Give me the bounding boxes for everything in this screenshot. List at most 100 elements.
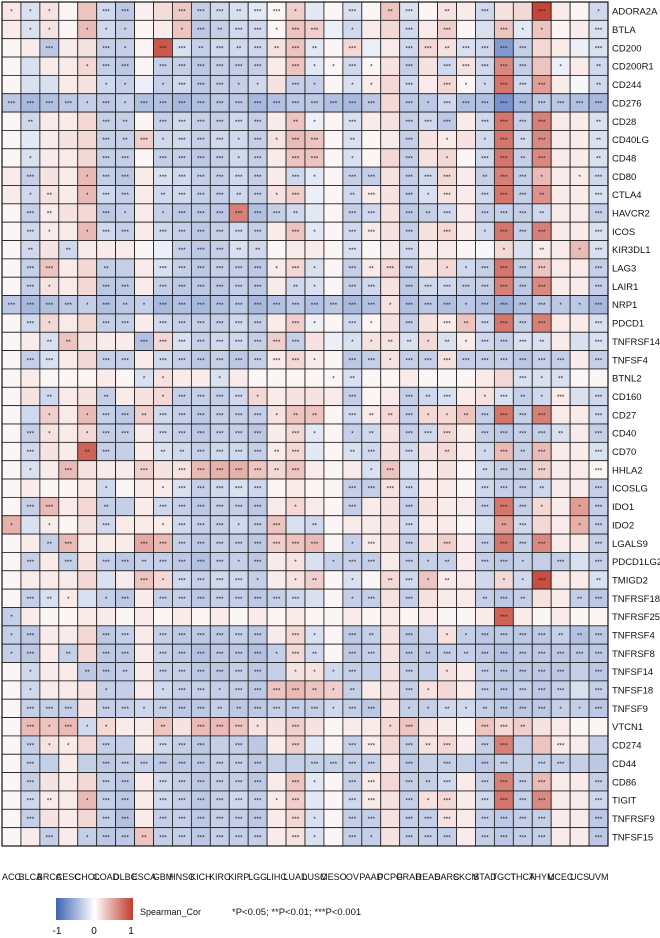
significance-mark-TNFSF14-LUSC: *: [313, 669, 316, 676]
heatmap-cell-HHLA2-ACC: [1, 460, 22, 480]
heatmap-cell-LAIR1-MESO: [323, 276, 344, 296]
significance-mark-CD274-OV: ***: [349, 743, 357, 750]
significance-mark-CD27-READ: *: [427, 412, 430, 419]
significance-mark-CD244-UVM: **: [596, 82, 602, 89]
row-label-TNFRSF14: TNFRSF14: [612, 337, 660, 348]
significance-mark-CD40LG-THYM: ***: [538, 137, 546, 144]
heatmap-cell-LAIR1-ESCA: [134, 276, 154, 296]
heatmap-cell-LAIR1-CHOL: [77, 276, 98, 296]
heatmap-cell-BTLA-ESCA: [134, 19, 154, 40]
significance-mark-TNFRSF9-PRAD: ***: [405, 816, 413, 823]
significance-mark-CD244-PAAD: *: [370, 82, 373, 89]
significance-mark-BTLA-LGG: ***: [254, 27, 262, 34]
significance-mark-ADORA2A-BRCA: *: [48, 9, 51, 16]
heatmap-cell-ICOSLG-READ: [418, 478, 438, 498]
significance-mark-CD200R1-PAAD: *: [370, 64, 373, 71]
significance-mark-TNFSF9-UCEC: *: [559, 706, 562, 713]
significance-mark-CD40-KIRP: ***: [235, 431, 243, 438]
significance-mark-HAVCR2-TGCT: ***: [500, 211, 508, 218]
significance-mark-CD27-STAD: ***: [481, 412, 489, 419]
heatmap-cell-CD70-UCEC: [550, 441, 571, 462]
significance-mark-CD200R1-KICH: ***: [197, 64, 205, 71]
significance-mark-LAG3-HNSC: ***: [178, 266, 186, 273]
heatmap-cell-CTLA4-CESC: [58, 185, 79, 205]
heatmap-cell-BTNL2-UVM: [588, 368, 609, 388]
significance-mark-NRP1-PCPG: *: [389, 302, 392, 309]
heatmap-cell-TNFRSF9-UCEC: [550, 808, 571, 829]
significance-mark-CD40LG-KICH: ***: [197, 137, 205, 144]
significance-mark-TMIGD2-PCPG: **: [388, 577, 394, 584]
significance-mark-BTLA-KIRP: ***: [235, 27, 243, 34]
significance-mark-IDO2-GBM: *: [162, 522, 165, 529]
significance-mark-IDO2-ACC: *: [10, 522, 13, 529]
heatmap-cell-TNFSF14-LIHC: [266, 662, 287, 682]
significance-mark-CD27-OV: ***: [349, 412, 357, 419]
significance-mark-IDO2-UCS: *: [578, 522, 581, 529]
significance-mark-LGALS9-BRCA: **: [47, 541, 53, 548]
significance-mark-PDCD1-SKCM: **: [463, 321, 469, 328]
column-label-OV: OV: [346, 872, 359, 882]
heatmap-cell-CD27-UCEC: [550, 405, 571, 425]
heatmap-cell-ICOS-SKCM: [456, 221, 476, 241]
significance-mark-TNFSF4-LIHC: ***: [273, 357, 281, 364]
significance-mark-NRP1-GBM: ***: [159, 302, 167, 309]
heatmap-cell-TNFRSF4-LIHC: [266, 625, 287, 645]
significance-mark-ICOS-CHOL: *: [86, 229, 89, 236]
significance-mark-CD40LG-DLBC: **: [123, 137, 129, 144]
legend-tick-mid: 0: [91, 926, 97, 937]
significance-mark-CTLA4-TGCT: ***: [500, 192, 508, 199]
heatmap-cell-LAG3-ESCA: [134, 258, 154, 278]
heatmap-cell-CD244-LIHC: [266, 74, 287, 95]
significance-mark-LAG3-SARC: *: [446, 266, 449, 273]
significance-mark-TNFSF4-BRCA: ***: [46, 357, 54, 364]
heatmap-cell-TNFRSF25-ESCA: [134, 607, 154, 627]
significance-mark-LAIR1-DLBC: ***: [121, 284, 129, 291]
significance-mark-TMIGD2-ESCA: ***: [140, 577, 148, 584]
significance-mark-CD27-KIRC: ***: [216, 412, 224, 419]
significance-mark-HHLA2-PCPG: ***: [386, 467, 394, 474]
significance-mark-TNFSF9-THYM: ***: [538, 706, 546, 713]
significance-mark-CD200-STAD: ***: [481, 45, 489, 52]
significance-mark-TNFSF15-STAD: ***: [481, 834, 489, 841]
significance-mark-NRP1-HNSC: ***: [178, 302, 186, 309]
significance-mark-TNFSF9-KIRP: **: [236, 706, 242, 713]
heatmap-cell-TNFSF18-DLBC: [115, 680, 135, 700]
heatmap-cell-CD48-UCEC: [550, 148, 571, 168]
significance-mark-CD276-OV: ***: [349, 100, 357, 107]
significance-mark-LGALS9-UVM: ***: [595, 541, 603, 548]
significance-mark-NRP1-OV: ***: [349, 302, 357, 309]
column-label-KIRP: KIRP: [228, 872, 249, 882]
heatmap-cell-TNFRSF25-LIHC: [266, 607, 287, 627]
heatmap-cell-CD70-ACC: [1, 441, 22, 462]
significance-mark-TNFRSF8-TGCT: ***: [500, 651, 508, 658]
significance-mark-CD200-DLBC: *: [124, 45, 127, 52]
significance-mark-TNFRSF14-HNSC: ***: [178, 339, 186, 346]
significance-mark-TNFRSF14-PAAD: *: [370, 339, 373, 346]
heatmap-cell-LAG3-READ: [418, 258, 438, 278]
heatmap-cell-HHLA2-BRCA: [39, 460, 60, 480]
heatmap-cell-CTLA4-MESO: [323, 185, 344, 205]
significance-mark-TNFRSF9-KIRC: ***: [216, 816, 224, 823]
significance-mark-CD40LG-ESCA: ***: [140, 137, 148, 144]
heatmap-cell-TNFRSF25-LUSC: [304, 607, 325, 627]
significance-mark-TNFSF4-THYM: ***: [538, 357, 546, 364]
significance-mark-CD200-UVM: ***: [595, 45, 603, 52]
significance-mark-CD44-KIRC: ***: [216, 761, 224, 768]
heatmap-cell-HHLA2-SARC: [437, 460, 457, 480]
significance-mark-CD160-LGG: *: [256, 394, 259, 401]
significance-mark-PDCD1LG2-UCEC: ***: [557, 559, 565, 566]
significance-mark-CD274-TGCT: ***: [500, 743, 508, 750]
heatmap-cell-CD28-BRCA: [39, 111, 60, 131]
significance-mark-TNFRSF25-TGCT: ***: [500, 614, 508, 621]
significance-mark-IDO2-LGG: ***: [254, 522, 262, 529]
significance-mark-TNFSF9-KIRC: **: [217, 706, 223, 713]
heatmap-cell-TIGIT-ACC: [1, 790, 22, 810]
significance-mark-PDCD1LG2-KIRC: ***: [216, 559, 224, 566]
significance-mark-CD40-UVM: ***: [595, 431, 603, 438]
heatmap-cell-TNFSF14-UCS: [569, 662, 590, 682]
heatmap-cell-HHLA2-UCEC: [550, 460, 571, 480]
significance-mark-CD160-PRAD: ***: [405, 394, 413, 401]
significance-mark-CD28-BLCA: **: [28, 119, 34, 126]
heatmap-cell-CD28-SKCM: [456, 111, 476, 131]
heatmap-cell-ADORA2A-CHOL: [77, 1, 98, 21]
